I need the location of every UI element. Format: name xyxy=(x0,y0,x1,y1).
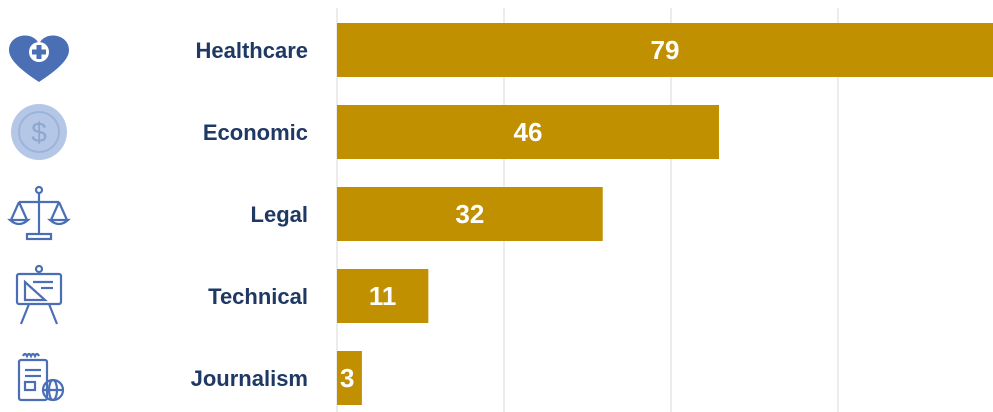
value-label-journalism: 3 xyxy=(340,363,354,393)
category-label-technical: Technical xyxy=(208,284,308,309)
dollar-coin-icon: $ xyxy=(11,104,67,160)
value-label-healthcare: 79 xyxy=(651,35,680,65)
value-label-technical: 11 xyxy=(369,281,397,311)
svg-text:$: $ xyxy=(31,117,47,148)
scales-icon xyxy=(7,185,71,241)
category-label-legal: Legal xyxy=(251,202,308,227)
bar-economic xyxy=(337,105,719,159)
value-label-economic: 46 xyxy=(514,117,543,147)
value-label-legal: 32 xyxy=(455,199,484,229)
category-icons: $ xyxy=(7,35,71,402)
bar-technical xyxy=(337,269,429,323)
bars: 79 46 32 11 3 xyxy=(337,23,993,405)
drafting-board-icon xyxy=(15,264,63,325)
heart-plus-icon xyxy=(9,35,69,82)
bar-journalism xyxy=(337,351,362,405)
news-globe-icon xyxy=(17,352,65,402)
category-label-economic: Economic xyxy=(203,120,308,145)
category-labels: Healthcare Economic Legal Technical Journali… xyxy=(191,38,308,391)
category-label-journalism: Journalism xyxy=(191,366,308,391)
bar-legal xyxy=(337,187,603,241)
category-label-healthcare: Healthcare xyxy=(195,38,308,63)
bar-healthcare xyxy=(337,23,993,77)
